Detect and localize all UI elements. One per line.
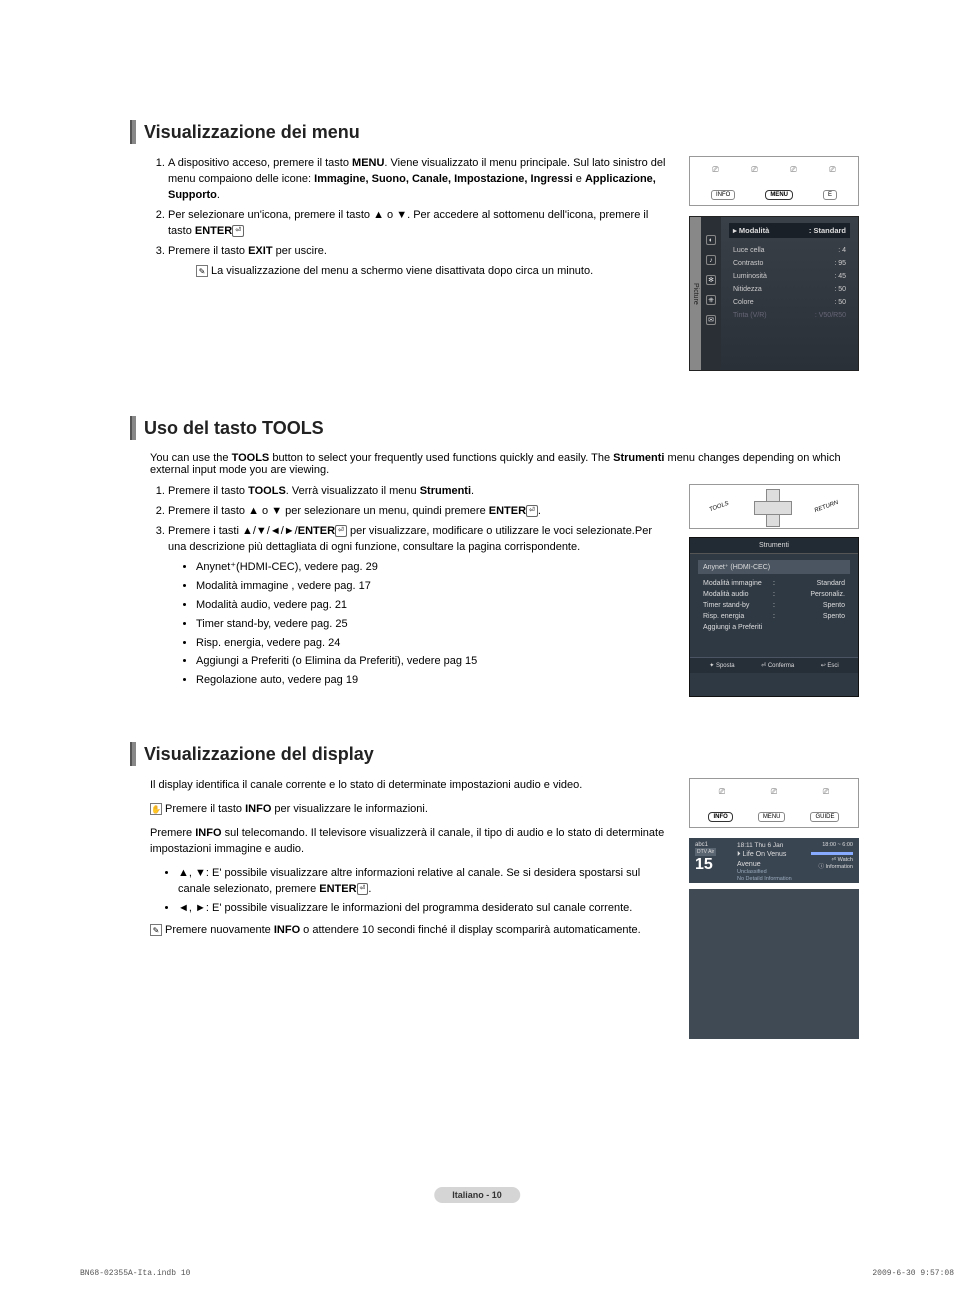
ch-program: ⏵ Life On Venus Avenue bbox=[737, 850, 805, 868]
note-icon: ✎ bbox=[150, 924, 162, 936]
enter-icon: ⏎ bbox=[357, 883, 369, 895]
remote-diagram: ⎚ ⎚ ⎚ INFO MENU GUIDE bbox=[689, 778, 859, 828]
picture-menu-mock: Picture ◐ ♪ ✻ ⎈ ✉ ▸ Modalità : Standard … bbox=[689, 216, 859, 371]
menu-icon: ✉ bbox=[706, 315, 716, 325]
step-3: Premere i tasti ▲/▼/◄/►/ENTER⏎ per visua… bbox=[168, 524, 669, 689]
ch-timerange: 18:00 ~ 6:00 bbox=[811, 842, 853, 850]
menu-header-row: ▸ Modalità : Standard bbox=[729, 223, 850, 238]
remote-diagram: ⎚ ⎚ ⎚ ⎚ INFO MENU E bbox=[689, 156, 859, 206]
menu-icon: ♪ bbox=[706, 255, 716, 265]
section-title: Uso del tasto TOOLS bbox=[144, 418, 324, 439]
step-1: Premere il tasto TOOLS. Verrà visualizza… bbox=[168, 484, 669, 500]
menu-button: MENU bbox=[758, 812, 786, 822]
remote-icon: ⎚ bbox=[751, 165, 757, 175]
ch-sub: No Detaild Information bbox=[737, 876, 805, 883]
menu-icon: ◐ bbox=[706, 235, 716, 245]
remote-icon: ⎚ bbox=[829, 165, 835, 175]
section-visualizzazione-display: Visualizzazione del display Il display i… bbox=[130, 742, 859, 1039]
tools-popup-mock: Strumenti Anynet⁺ (HDMI-CEC) Modalità im… bbox=[689, 537, 859, 697]
instructions-text: A dispositivo acceso, premere il tasto M… bbox=[150, 156, 669, 371]
remote-diagram: TOOLS RETURN bbox=[689, 484, 859, 529]
popup-row: Risp. energia:Spento bbox=[698, 611, 850, 622]
step-3: Premere il tasto EXIT per uscire. ✎La vi… bbox=[168, 244, 669, 280]
step-2: Per selezionare un'icona, premere il tas… bbox=[168, 208, 669, 240]
bullet-item: Aggiungi a Preferiti (o Elimina da Prefe… bbox=[196, 654, 669, 670]
progress-bar bbox=[811, 852, 853, 855]
guide-button: GUIDE bbox=[810, 812, 839, 822]
blank-screen bbox=[689, 889, 859, 1039]
header-bar-icon bbox=[130, 416, 136, 440]
header-bar-icon bbox=[130, 742, 136, 766]
info-button: INFO bbox=[711, 190, 735, 200]
note-line: ✎Premere nuovamente INFO o attendere 10 … bbox=[150, 923, 669, 939]
section-title: Visualizzazione del display bbox=[144, 744, 374, 765]
step-1: A dispositivo acceso, premere il tasto M… bbox=[168, 156, 669, 204]
remote-icon: ⎚ bbox=[771, 787, 777, 797]
section-visualizzazione-menu: Visualizzazione dei menu A dispositivo a… bbox=[130, 120, 859, 371]
menu-tab: Picture bbox=[690, 217, 701, 370]
bullet-item: Anynet⁺(HDMI-CEC), vedere pag. 29 bbox=[196, 560, 669, 576]
bullet-item: Modalità audio, vedere pag. 21 bbox=[196, 598, 669, 614]
menu-row: Colore: 50 bbox=[729, 296, 850, 309]
ch-number: 15 bbox=[695, 856, 731, 874]
menu-row: Contrasto: 95 bbox=[729, 257, 850, 270]
popup-row: Modalità audio:Personaliz. bbox=[698, 589, 850, 600]
remote-icon: ⎚ bbox=[712, 165, 718, 175]
page-number-pill: Italiano - 10 bbox=[434, 1187, 520, 1203]
bullet-item: ▲, ▼: E' possibile visualizzare altre in… bbox=[178, 866, 669, 898]
intro-text: Il display identifica il canale corrente… bbox=[150, 778, 669, 794]
note-icon: ✋ bbox=[150, 803, 162, 815]
section-header: Visualizzazione dei menu bbox=[130, 120, 859, 144]
remote-icon: ⎚ bbox=[719, 787, 725, 797]
dpad-icon bbox=[752, 487, 792, 527]
popup-header: Strumenti bbox=[690, 538, 858, 554]
footer-filename: BN68-02355A-Ita.indb 10 bbox=[80, 1269, 190, 1278]
bullet-item: ◄, ►: E' possibile visualizzare le infor… bbox=[178, 901, 669, 917]
paragraph: Premere INFO sul telecomando. Il televis… bbox=[150, 826, 669, 858]
footer-timestamp: 2009-6-30 9:57:08 bbox=[872, 1269, 954, 1278]
popup-footer: ✦ Sposta ⏎ Conferma ↩ Esci bbox=[690, 657, 858, 673]
menu-row: Luce cella: 4 bbox=[729, 244, 850, 257]
intro-text: You can use the TOOLS button to select y… bbox=[150, 452, 859, 476]
header-bar-icon bbox=[130, 120, 136, 144]
bullet-item: Regolazione auto, vedere pag 19 bbox=[196, 673, 669, 689]
menu-icon-column: ◐ ♪ ✻ ⎈ ✉ bbox=[701, 217, 721, 370]
bullet-item: Modalità immagine , vedere pag. 17 bbox=[196, 579, 669, 595]
enter-icon: ⏎ bbox=[232, 225, 244, 237]
menu-icon: ✻ bbox=[706, 275, 716, 285]
step-2: Premere il tasto ▲ o ▼ per selezionare u… bbox=[168, 504, 669, 520]
remote-button: E bbox=[823, 190, 837, 200]
info-button: INFO bbox=[708, 812, 732, 822]
ch-time: 18:11 Thu 6 Jan bbox=[737, 842, 805, 850]
menu-row: Nitidezza: 50 bbox=[729, 283, 850, 296]
popup-selected: Anynet⁺ (HDMI-CEC) bbox=[698, 560, 850, 574]
remote-icon: ⎚ bbox=[790, 165, 796, 175]
bullet-item: Timer stand-by, vedere pag. 25 bbox=[196, 617, 669, 633]
section-uso-tools: Uso del tasto TOOLS You can use the TOOL… bbox=[130, 416, 859, 697]
enter-icon: ⏎ bbox=[335, 525, 347, 537]
enter-icon: ⏎ bbox=[526, 505, 538, 517]
section-title: Visualizzazione dei menu bbox=[144, 122, 360, 143]
bullet-item: Risp. energia, vedere pag. 24 bbox=[196, 636, 669, 652]
note-line: ✋Premere il tasto INFO per visualizzare … bbox=[150, 802, 669, 818]
ch-infobtn: ⓘ Information bbox=[811, 864, 853, 872]
menu-icon: ⎈ bbox=[706, 295, 716, 305]
popup-row: Timer stand-by:Spento bbox=[698, 600, 850, 611]
popup-row: Modalità immagine:Standard bbox=[698, 578, 850, 589]
ch-sub: Unclassified bbox=[737, 869, 805, 876]
popup-row: Aggiungi a Preferiti bbox=[698, 622, 850, 633]
ch-tag: DTV Air bbox=[695, 848, 716, 856]
menu-row: Tinta (V/R): V50/R50 bbox=[729, 309, 850, 322]
tools-label: TOOLS bbox=[709, 500, 730, 513]
remote-icon: ⎚ bbox=[823, 787, 829, 797]
return-label: RETURN bbox=[814, 499, 840, 513]
channel-info-bar: abc1 DTV Air 15 18:11 Thu 6 Jan ⏵ Life O… bbox=[689, 838, 859, 883]
note-icon: ✎ bbox=[196, 265, 208, 277]
menu-row: Luminosità: 45 bbox=[729, 270, 850, 283]
menu-button: MENU bbox=[765, 190, 793, 200]
